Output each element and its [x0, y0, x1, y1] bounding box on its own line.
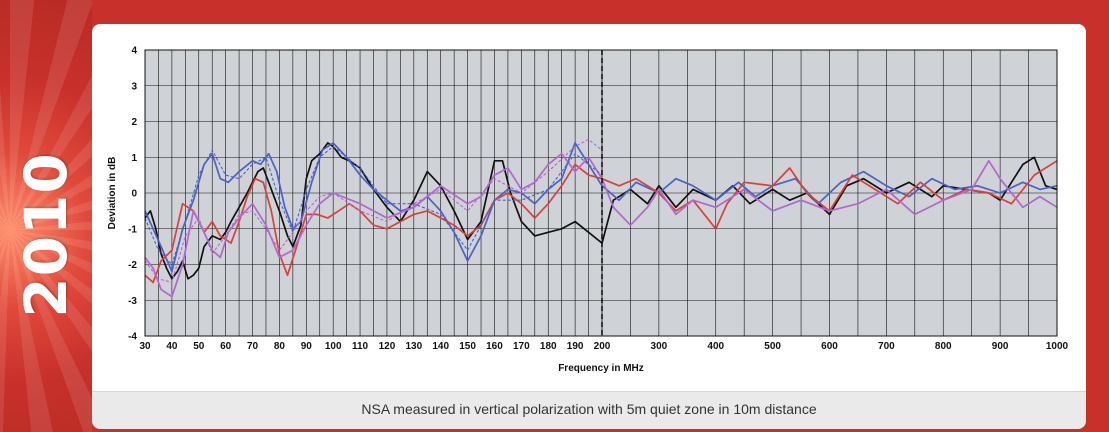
x-tick-label: 190 — [567, 341, 584, 352]
x-tick-label: 900 — [992, 341, 1009, 352]
x-tick-label: 40 — [166, 341, 178, 352]
y-tick-label: 2 — [131, 117, 137, 128]
x-tick-label: 50 — [193, 341, 205, 352]
caption-bar — [92, 391, 1086, 429]
series-line-4 — [144, 152, 1058, 298]
year-label: 2010 — [12, 152, 80, 318]
y-tick-label: 3 — [131, 81, 137, 92]
x-tick-label: 600 — [821, 341, 838, 352]
year-banner — [0, 0, 92, 432]
series-line-3 — [144, 160, 1058, 284]
x-tick-label: 130 — [405, 341, 422, 352]
y-tick-label: 0 — [131, 189, 137, 200]
x-tick-label: 300 — [651, 341, 668, 352]
x-tick-label: 150 — [459, 341, 476, 352]
series-line-5 — [144, 145, 603, 266]
x-tick-label: 80 — [274, 341, 286, 352]
x-tick-label: 800 — [935, 341, 952, 352]
x-tick-label: 140 — [432, 341, 449, 352]
x-tick-label: 60 — [220, 341, 232, 352]
y-tick-label: -4 — [128, 332, 137, 343]
y-tick-label: -1 — [128, 224, 137, 235]
x-tick-label: 500 — [764, 341, 781, 352]
y-axis-label: Deviation in dB — [107, 157, 118, 230]
x-tick-label: 90 — [301, 341, 313, 352]
x-tick-label: 700 — [878, 341, 895, 352]
x-tick-label: 170 — [513, 341, 530, 352]
plot-frame — [144, 49, 1058, 337]
x-tick-label: 180 — [540, 341, 557, 352]
x-tick-label: 160 — [486, 341, 503, 352]
chart-caption: NSA measured in vertical polarization wi… — [361, 401, 817, 417]
y-tick-label: -3 — [128, 296, 137, 307]
x-tick-label: 200 — [594, 341, 611, 352]
y-tick-label: 1 — [131, 153, 137, 164]
x-tick-label: 30 — [139, 341, 151, 352]
y-tick-label: -2 — [128, 260, 137, 271]
x-tick-label: 70 — [247, 341, 259, 352]
x-tick-label: 400 — [707, 341, 724, 352]
x-tick-label: 100 — [325, 341, 342, 352]
series-line-6 — [144, 138, 603, 283]
x-tick-label: 110 — [352, 341, 369, 352]
series-line-2 — [144, 142, 1058, 273]
y-tick-label: 4 — [131, 46, 137, 57]
x-tick-label: 120 — [379, 341, 396, 352]
x-tick-label: 1000 — [1046, 341, 1069, 352]
x-axis-label: Frequency in MHz — [558, 363, 644, 374]
